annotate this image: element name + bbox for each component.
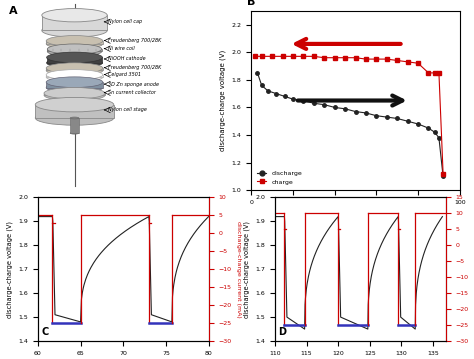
Ellipse shape: [70, 132, 79, 134]
discharge: [273, 92, 279, 96]
discharge: [290, 97, 296, 101]
Polygon shape: [46, 82, 103, 88]
Legend: discharge, charge: discharge, charge: [255, 168, 304, 187]
Text: D: D: [278, 327, 286, 337]
Polygon shape: [70, 118, 79, 133]
charge: [269, 54, 275, 59]
discharge: [432, 130, 438, 134]
Ellipse shape: [46, 52, 102, 63]
discharge: [384, 115, 390, 119]
Ellipse shape: [47, 44, 102, 54]
charge: [353, 56, 358, 60]
Ellipse shape: [42, 9, 107, 22]
Text: Freudenberg 700/28K: Freudenberg 700/28K: [108, 65, 162, 70]
Ellipse shape: [46, 82, 103, 93]
discharge: [440, 174, 446, 179]
Text: NiOOH cathode: NiOOH cathode: [108, 56, 146, 61]
discharge: [265, 89, 271, 93]
discharge: [282, 94, 287, 98]
Text: A: A: [9, 6, 18, 16]
discharge: [405, 119, 410, 123]
Ellipse shape: [46, 63, 103, 74]
Text: 3D Zn sponge anode: 3D Zn sponge anode: [108, 81, 159, 87]
charge: [405, 60, 410, 64]
Ellipse shape: [46, 57, 102, 68]
Polygon shape: [44, 93, 105, 95]
charge: [374, 57, 379, 61]
Line: discharge: discharge: [256, 71, 445, 178]
Ellipse shape: [46, 65, 103, 76]
Ellipse shape: [47, 46, 102, 56]
Polygon shape: [46, 68, 103, 70]
Ellipse shape: [46, 70, 103, 80]
discharge: [374, 113, 379, 118]
charge: [332, 56, 337, 60]
discharge: [321, 103, 327, 107]
Ellipse shape: [35, 111, 114, 125]
charge: [363, 57, 369, 61]
Line: charge: charge: [254, 55, 445, 176]
charge: [321, 56, 327, 60]
Text: Sn current collector: Sn current collector: [108, 90, 156, 95]
Y-axis label: discharge-charge voltage (V): discharge-charge voltage (V): [219, 50, 226, 151]
discharge: [259, 83, 264, 88]
Ellipse shape: [44, 88, 105, 99]
discharge: [426, 126, 431, 130]
Ellipse shape: [46, 36, 103, 46]
Ellipse shape: [46, 77, 103, 88]
Polygon shape: [35, 105, 114, 118]
charge: [311, 54, 317, 59]
Polygon shape: [47, 49, 102, 51]
discharge: [342, 107, 348, 111]
Ellipse shape: [46, 72, 103, 82]
X-axis label: depth-of-discharge (% of total Zn): depth-of-discharge (% of total Zn): [296, 210, 415, 217]
Text: Nylon cell stage: Nylon cell stage: [108, 107, 147, 112]
discharge: [436, 136, 442, 140]
discharge: [332, 105, 337, 109]
discharge: [394, 116, 400, 121]
charge: [342, 56, 348, 60]
discharge: [301, 98, 306, 103]
Y-axis label: discharge-charge voltage (V): discharge-charge voltage (V): [6, 221, 13, 318]
Ellipse shape: [44, 89, 105, 101]
Y-axis label: discharge-charge voltage (V): discharge-charge voltage (V): [243, 221, 250, 318]
charge: [301, 54, 306, 59]
charge: [440, 172, 446, 176]
Text: C: C: [41, 327, 48, 337]
charge: [426, 71, 431, 75]
Polygon shape: [46, 41, 103, 44]
Polygon shape: [42, 15, 107, 31]
charge: [259, 54, 264, 59]
Text: B: B: [247, 0, 255, 7]
Ellipse shape: [46, 38, 103, 49]
Ellipse shape: [35, 97, 114, 112]
charge: [280, 54, 285, 59]
charge: [432, 71, 438, 75]
Polygon shape: [46, 57, 102, 63]
charge: [394, 58, 400, 62]
discharge: [311, 101, 317, 106]
discharge: [255, 71, 260, 75]
charge: [290, 54, 296, 59]
Ellipse shape: [70, 117, 79, 119]
Ellipse shape: [42, 24, 107, 37]
discharge: [363, 111, 369, 115]
Text: Freudenberg 700/28K: Freudenberg 700/28K: [108, 38, 162, 43]
Text: Nylon cell cap: Nylon cell cap: [108, 19, 142, 24]
charge: [415, 61, 421, 65]
charge: [253, 54, 258, 59]
discharge: [353, 109, 358, 114]
Polygon shape: [46, 75, 103, 77]
discharge: [415, 122, 421, 126]
Y-axis label: discharge-charge current (mA): discharge-charge current (mA): [473, 221, 474, 318]
charge: [384, 57, 390, 61]
Text: Ni wire coil: Ni wire coil: [108, 46, 135, 51]
Text: Celgard 3501: Celgard 3501: [108, 72, 141, 77]
Y-axis label: discharge-charge current (mA): discharge-charge current (mA): [236, 221, 241, 318]
charge: [436, 71, 442, 75]
